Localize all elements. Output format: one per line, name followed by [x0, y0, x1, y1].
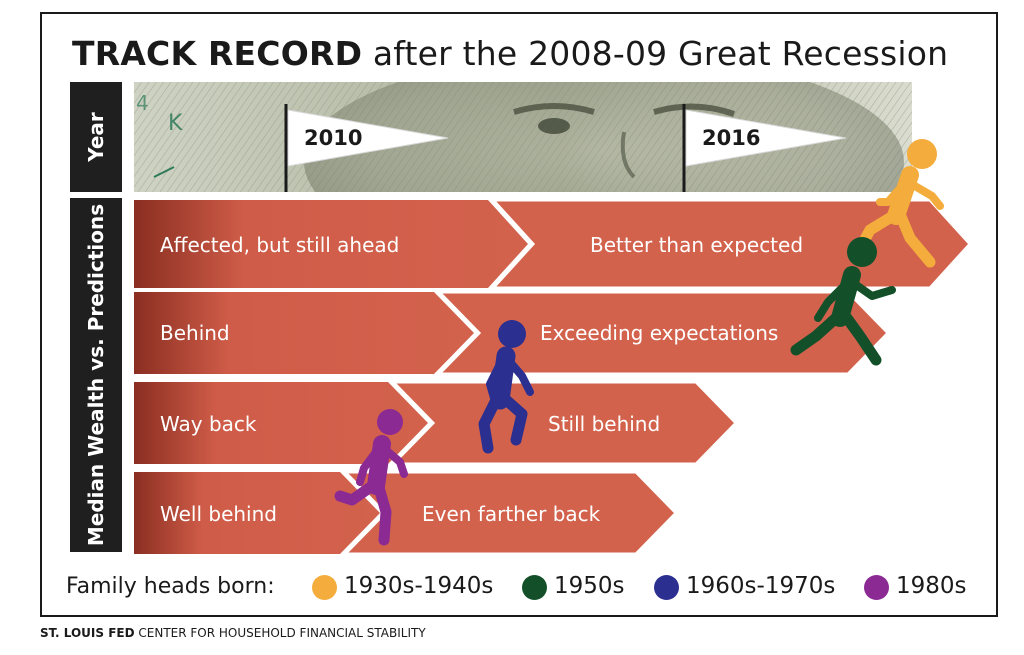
year-2016-label: 2016: [702, 126, 760, 150]
legend-dot-icon: [864, 575, 889, 600]
year-flag-2016: 2016: [682, 104, 847, 192]
footer-credit: ST. LOUIS FED CENTER FOR HOUSEHOLD FINAN…: [40, 626, 426, 640]
row-4-left-label: Well behind: [160, 502, 277, 526]
median-side-label: Median Wealth vs. Predictions: [70, 198, 122, 552]
legend-dot-icon: [522, 575, 547, 600]
footer-bold: ST. LOUIS FED: [40, 626, 135, 640]
currency-engraving: K 4: [134, 82, 912, 192]
legend-text: 1930s-1940s: [344, 573, 494, 599]
legend-text: 1980s: [896, 573, 967, 599]
diagram-frame: [40, 12, 998, 617]
row-2-right-label: Exceeding expectations: [540, 321, 778, 345]
row-1-left-label: Affected, but still ahead: [160, 233, 399, 257]
year-side-label: Year: [70, 82, 122, 192]
legend-text: 1960s-1970s: [686, 573, 836, 599]
row-3-left-arrow: [134, 382, 428, 464]
svg-text:K: K: [168, 111, 183, 136]
legend-text: 1950s: [554, 573, 625, 599]
legend: Family heads born: 1930s-1940s 1950s 196…: [66, 568, 986, 608]
title-bold: TRACK RECORD: [72, 34, 363, 73]
legend-label: Family heads born:: [66, 574, 275, 599]
runner-icon-1980s: [334, 409, 408, 546]
title-rest: after the 2008-09 Great Recession: [372, 34, 949, 73]
row-2-left-arrow: [134, 292, 474, 374]
currency-banner: K 4: [134, 82, 912, 192]
svg-text:4: 4: [136, 91, 149, 115]
runner-icon-1960s-1970s: [478, 320, 534, 454]
row-4-left-arrow: [134, 472, 380, 554]
row-1-right-arrow: [489, 198, 973, 290]
footer-rest: CENTER FOR HOUSEHOLD FINANCIAL STABILITY: [138, 626, 426, 640]
row-4-right-label: Even farther back: [422, 502, 601, 526]
row-3-right-label: Still behind: [548, 412, 660, 436]
row-1-left-arrow: [134, 200, 528, 288]
legend-dot-icon: [654, 575, 679, 600]
page-title: TRACK RECORD after the 2008-09 Great Rec…: [72, 34, 948, 73]
row-3-left-label: Way back: [160, 412, 257, 436]
runner-icon-1950s: [790, 237, 896, 366]
row-2-left-label: Behind: [160, 321, 230, 345]
year-2010-label: 2010: [304, 126, 362, 150]
row-3-right-arrow: [389, 380, 739, 466]
row-1-right-label: Better than expected: [590, 233, 803, 257]
legend-dot-icon: [312, 575, 337, 600]
year-flag-2010: 2010: [284, 104, 449, 192]
